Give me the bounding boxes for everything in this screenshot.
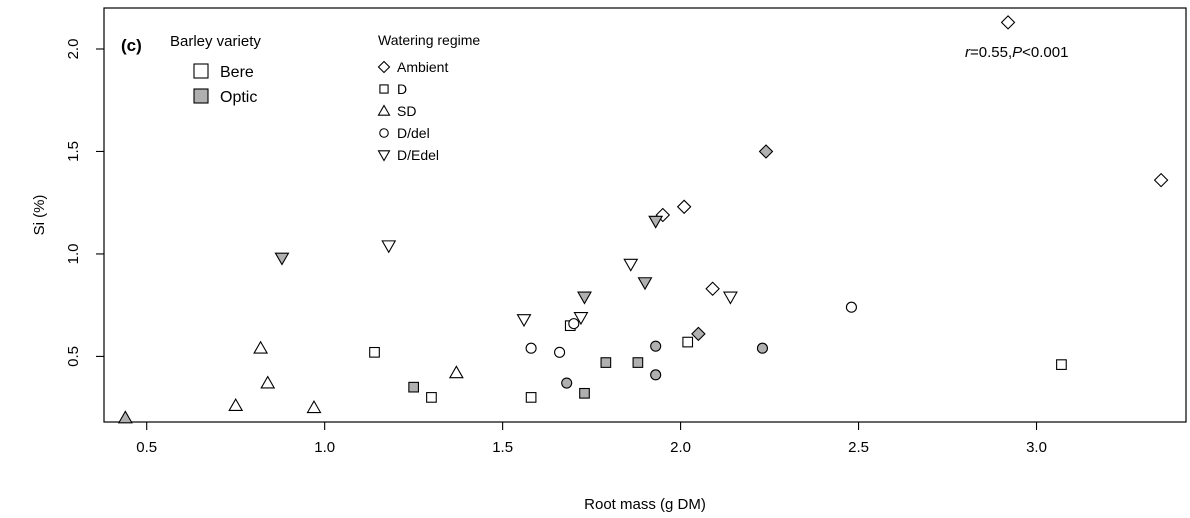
data-point-diamond <box>758 144 774 159</box>
legend-barley-variety: Barley variety Bere Optic <box>170 33 261 106</box>
y-axis-label: Si (%) <box>31 195 48 236</box>
data-point-triangle-down <box>648 215 664 229</box>
data-point-triangle-down <box>274 252 290 266</box>
legend-regime-label: D <box>397 81 407 97</box>
p-symbol: P <box>1012 44 1022 61</box>
y-tick-label: 0.5 <box>65 346 82 367</box>
data-point-triangle-up <box>117 410 133 424</box>
data-point-circle <box>561 377 573 389</box>
legend-regime-symbol-triangle-up <box>377 104 391 116</box>
data-point-diamond <box>676 199 692 215</box>
legend-regime-symbol-triangle-down <box>377 150 391 162</box>
data-point-square <box>525 392 537 403</box>
x-tick-label: 1.5 <box>492 439 513 456</box>
data-point-square <box>579 387 590 399</box>
data-point-circle <box>845 301 857 313</box>
legend-regime-label: SD <box>397 103 416 119</box>
x-tick-label: 0.5 <box>136 439 157 456</box>
data-point-circle <box>554 346 566 358</box>
x-tick-label: 3.0 <box>1026 439 1047 456</box>
data-point-circle <box>650 340 662 352</box>
y-axis: 0.5 1.0 1.5 2.0 <box>65 39 104 367</box>
data-points <box>117 15 1169 424</box>
data-point-triangle-down <box>516 314 532 328</box>
data-point-diamond <box>691 326 706 342</box>
legend-watering-regime: Watering regime Ambient D SD D/del D/Edel <box>377 32 480 163</box>
data-point-square <box>426 392 437 403</box>
legend-regime-label: D/Edel <box>397 147 439 163</box>
data-point-triangle-up <box>260 375 276 389</box>
p-value: <0.001 <box>1022 44 1068 61</box>
data-point-triangle-down <box>637 277 653 291</box>
data-point-square <box>600 357 612 368</box>
legend-regime-label: D/del <box>397 125 430 141</box>
x-axis: 0.5 1.0 1.5 2.0 2.5 3.0 <box>136 422 1047 456</box>
legend-variety-label: Optic <box>220 89 257 106</box>
data-point-circle <box>568 318 580 330</box>
data-point-circle <box>525 342 537 354</box>
data-point-triangle-down <box>577 291 592 305</box>
legend-variety-swatch <box>193 63 209 79</box>
data-point-triangle-down <box>381 240 397 254</box>
x-tick-label: 2.5 <box>848 439 869 456</box>
y-tick-label: 1.0 <box>65 244 82 265</box>
legend-variety-label: Bere <box>220 64 254 81</box>
panel-label: (c) <box>121 36 142 55</box>
data-point-square <box>1056 359 1067 370</box>
plot-frame <box>103 7 1187 423</box>
y-tick-label: 2.0 <box>65 39 82 60</box>
data-point-diamond <box>1000 15 1016 30</box>
y-tick-label: 1.5 <box>65 141 82 162</box>
data-point-triangle-up <box>253 340 269 354</box>
x-tick-label: 1.0 <box>314 439 335 456</box>
data-point-circle <box>756 342 769 354</box>
legend-variety-title: Barley variety <box>170 33 261 50</box>
data-point-square <box>682 336 694 348</box>
legend-regime-symbol-circle <box>379 128 389 138</box>
legend-variety-swatch <box>193 88 209 104</box>
data-point-square <box>369 346 380 358</box>
data-point-triangle-up <box>306 400 322 414</box>
data-point-triangle-down <box>722 291 738 305</box>
data-point-diamond <box>705 281 720 297</box>
legend-regime-symbol-square <box>379 84 389 94</box>
data-point-circle <box>650 369 662 381</box>
x-tick-label: 2.0 <box>670 439 691 456</box>
data-point-square <box>632 357 644 368</box>
legend-regime-symbol-diamond <box>377 60 391 74</box>
x-axis-label: Root mass (g DM) <box>584 496 706 513</box>
legend-regime-label: Ambient <box>397 59 448 75</box>
data-point-square <box>408 381 420 393</box>
data-point-triangle-up <box>448 365 464 379</box>
data-point-diamond <box>1153 172 1169 188</box>
data-point-triangle-up <box>228 397 244 412</box>
r-symbol: r <box>965 44 971 61</box>
data-point-triangle-down <box>623 258 639 272</box>
r-value: =0.55, <box>970 44 1012 61</box>
legend-regime-title: Watering regime <box>378 32 480 48</box>
correlation-annotation: r=0.55,P<0.001 <box>965 44 1068 61</box>
data-point-triangle-down <box>573 312 589 326</box>
